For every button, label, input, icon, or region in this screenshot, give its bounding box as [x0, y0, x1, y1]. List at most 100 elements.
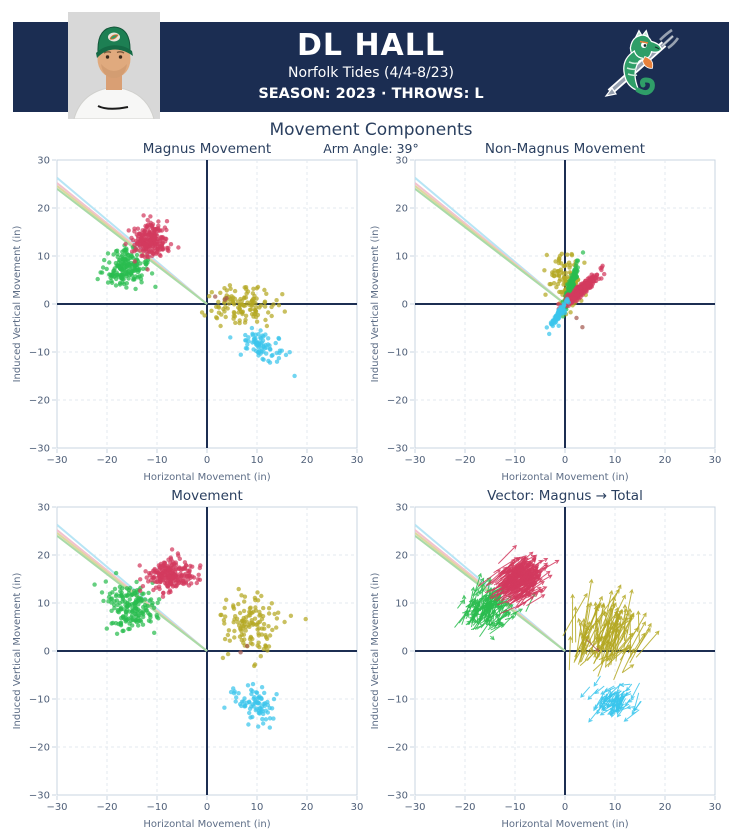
x-axis: −30 −20 −10 0 10 20 30 [46, 449, 363, 466]
page-title: Movement Components [269, 120, 473, 140]
vector-cluster-olive [562, 578, 660, 681]
chart-vector-magnus-total: −30 −20 −10 0 10 20 30 −30 −20 −10 0 10 20 30 Vector: … [370, 488, 721, 830]
player-photo [68, 12, 160, 119]
svg-text:10: 10 [609, 455, 622, 466]
svg-text:−30: −30 [29, 791, 50, 802]
svg-text:−10: −10 [387, 348, 408, 359]
svg-text:−30: −30 [404, 802, 425, 813]
chart-title: Movement [171, 488, 243, 504]
vector-cluster-brown [586, 639, 600, 653]
svg-text:30: 30 [37, 156, 50, 167]
svg-text:30: 30 [395, 156, 408, 167]
svg-text:20: 20 [659, 802, 672, 813]
svg-text:0: 0 [562, 802, 568, 813]
chart-title: Vector: Magnus → Total [487, 488, 643, 504]
season-line: SEASON: 2023 · THROWS: L [258, 86, 484, 102]
svg-text:30: 30 [395, 503, 408, 514]
svg-text:20: 20 [301, 802, 314, 813]
svg-text:−30: −30 [46, 802, 67, 813]
svg-text:−10: −10 [146, 455, 167, 466]
svg-text:30: 30 [351, 802, 364, 813]
chart-magnus-movement: −30 −20 −10 0 10 20 30 −30 −20 −10 0 10 20 30 Magnus M… [12, 141, 363, 483]
svg-text:−10: −10 [504, 455, 525, 466]
svg-text:10: 10 [37, 599, 50, 610]
svg-text:−10: −10 [146, 802, 167, 813]
arm-angle-lines [415, 176, 566, 305]
svg-text:20: 20 [659, 455, 672, 466]
scatter-cluster-crimson [123, 213, 181, 272]
y-axis-title: Induced Vertical Movement (in) [12, 572, 23, 729]
scatter-cluster-cyan [544, 296, 571, 337]
svg-text:−30: −30 [387, 791, 408, 802]
svg-text:10: 10 [609, 802, 622, 813]
scatter-cluster-cyan [222, 681, 279, 730]
svg-text:0: 0 [562, 455, 568, 466]
data-layer [454, 544, 660, 723]
svg-text:−10: −10 [504, 802, 525, 813]
vector-cluster-cyan [580, 675, 642, 723]
svg-text:0: 0 [402, 300, 408, 311]
scatter-cluster-green [92, 570, 162, 636]
svg-text:−30: −30 [46, 455, 67, 466]
svg-text:0: 0 [204, 455, 210, 466]
svg-text:20: 20 [301, 455, 314, 466]
svg-text:0: 0 [402, 647, 408, 658]
team-line: Norfolk Tides (4/4-8/23) [288, 65, 454, 81]
svg-text:0: 0 [204, 802, 210, 813]
svg-text:0: 0 [44, 647, 50, 658]
team-logo [598, 26, 682, 106]
svg-text:−30: −30 [404, 455, 425, 466]
svg-text:−20: −20 [454, 802, 475, 813]
x-axis-title: Horizontal Movement (in) [501, 472, 628, 483]
y-axis: −30 −20 −10 0 10 20 30 [29, 156, 56, 455]
y-axis: −30 −20 −10 0 10 20 30 [387, 156, 414, 455]
scatter-cluster-brown [213, 294, 229, 302]
arm-angle-subtitle: Arm Angle: 39° [323, 141, 419, 156]
svg-text:20: 20 [395, 204, 408, 215]
x-axis-title: Horizontal Movement (in) [143, 819, 270, 830]
chart-title: Non-Magnus Movement [485, 141, 645, 157]
svg-text:30: 30 [709, 802, 722, 813]
svg-text:20: 20 [395, 551, 408, 562]
svg-text:10: 10 [251, 802, 264, 813]
svg-text:10: 10 [395, 252, 408, 263]
x-axis-title: Horizontal Movement (in) [501, 819, 628, 830]
y-axis-title: Induced Vertical Movement (in) [370, 572, 381, 729]
scatter-cluster-brown [238, 643, 250, 655]
svg-text:−20: −20 [387, 743, 408, 754]
scatter-cluster-olive [199, 283, 287, 329]
svg-text:−20: −20 [96, 802, 117, 813]
svg-text:−10: −10 [387, 695, 408, 706]
data-layer [92, 547, 308, 730]
svg-text:−20: −20 [29, 743, 50, 754]
y-axis-title: Induced Vertical Movement (in) [370, 225, 381, 382]
x-axis: −30 −20 −10 0 10 20 30 [46, 796, 363, 813]
data-layer [95, 213, 297, 379]
svg-text:−20: −20 [387, 396, 408, 407]
vector-cluster-crimson [478, 544, 560, 615]
y-axis-title: Induced Vertical Movement (in) [12, 225, 23, 382]
svg-text:30: 30 [709, 455, 722, 466]
seahorse-logo-icon [604, 28, 680, 97]
scatter-cluster-cyan [228, 325, 297, 379]
player-name: DL HALL [296, 28, 446, 63]
chart-movement: −30 −20 −10 0 10 20 30 −30 −20 −10 0 10 20 30 Movement… [12, 488, 363, 830]
chart-non-magnus-movement: −30 −20 −10 0 10 20 30 −30 −20 −10 0 10 20 30 Non-Magn… [370, 141, 722, 483]
x-axis: −30 −20 −10 0 10 20 30 [404, 796, 721, 813]
svg-text:0: 0 [44, 300, 50, 311]
data-layer [542, 250, 607, 337]
svg-text:10: 10 [395, 599, 408, 610]
svg-text:−10: −10 [29, 348, 50, 359]
scatter-cluster-olive [218, 586, 308, 669]
chart-title: Magnus Movement [143, 141, 271, 157]
svg-text:10: 10 [251, 455, 264, 466]
svg-text:10: 10 [37, 252, 50, 263]
svg-text:−30: −30 [29, 444, 50, 455]
svg-text:20: 20 [37, 551, 50, 562]
y-axis: −30 −20 −10 0 10 20 30 [387, 503, 414, 802]
svg-text:30: 30 [351, 455, 364, 466]
header-text: DL HALL Norfolk Tides (4/4-8/23) SEASON:… [180, 30, 562, 103]
svg-text:−30: −30 [387, 444, 408, 455]
svg-text:−20: −20 [29, 396, 50, 407]
